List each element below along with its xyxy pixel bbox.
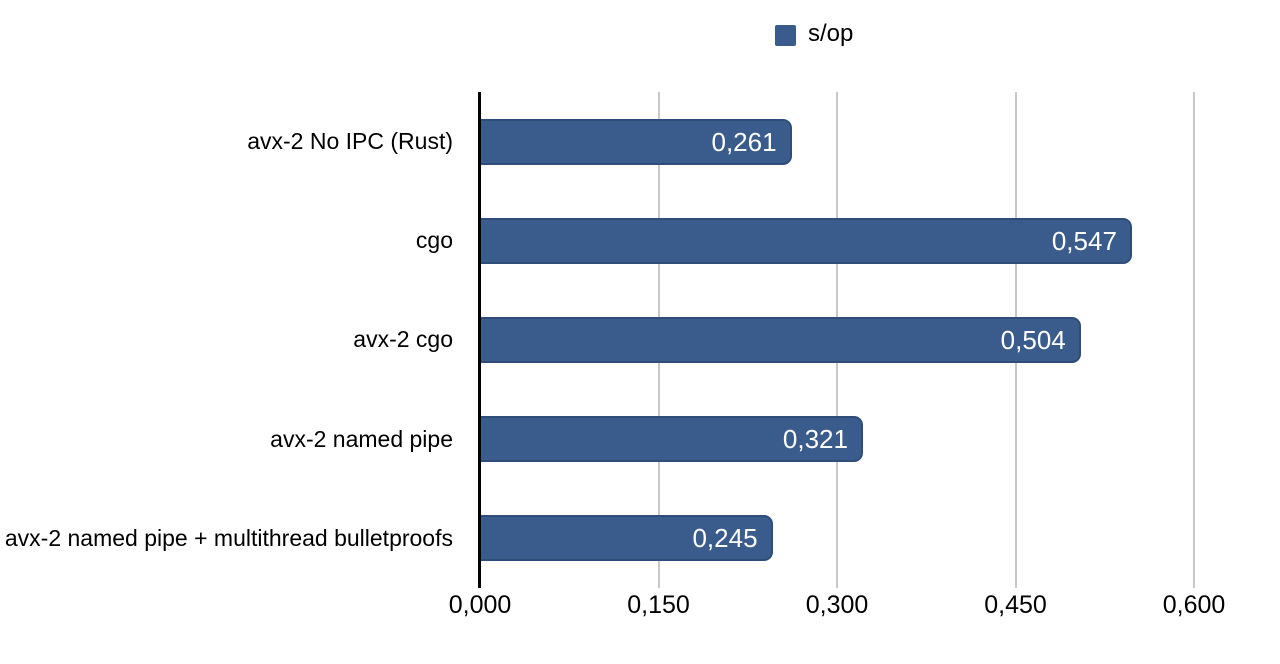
bar: 0,261 [481, 119, 792, 165]
x-tick-label: 0,600 [1163, 591, 1226, 620]
legend-series-label: s/op [808, 22, 853, 48]
bar-track: 0,504 [481, 290, 1195, 389]
x-tick-label: 0,150 [627, 591, 690, 620]
category-label: avx-2 cgo [0, 326, 466, 353]
plot-rows: avx-2 No IPC (Rust) 0,261 cgo 0,547 avx-2 cg… [0, 92, 1280, 588]
category-label: cgo [0, 227, 466, 254]
bar-track: 0,245 [481, 489, 1195, 588]
chart-row: avx-2 No IPC (Rust) 0,261 [0, 92, 1280, 191]
bar: 0,321 [481, 416, 863, 462]
chart-row: avx-2 named pipe 0,321 [0, 390, 1280, 489]
category-label: avx-2 No IPC (Rust) [0, 128, 466, 155]
bar-track: 0,547 [481, 191, 1195, 290]
chart-row: avx-2 named pipe + multithread bulletpro… [0, 489, 1280, 588]
bar-value-label: 0,547 [1052, 228, 1117, 254]
bar-track: 0,261 [481, 92, 1195, 191]
x-tick-label: 0,000 [449, 591, 512, 620]
bar: 0,504 [481, 317, 1081, 363]
legend: s/op [775, 22, 853, 48]
bar-chart: s/op avx-2 No IPC (Rust)0,261cgo0,547avx… [0, 0, 1280, 664]
category-label: avx-2 named pipe + multithread bulletpro… [0, 525, 466, 552]
bar-value-label: 0,245 [692, 525, 757, 551]
category-label: avx-2 named pipe [0, 426, 466, 453]
x-tick-label: 0,300 [806, 591, 869, 620]
legend-swatch-icon [775, 25, 796, 46]
chart-row: cgo 0,547 [0, 191, 1280, 290]
bar-value-label: 0,261 [712, 129, 777, 155]
x-axis: 0,0000,1500,3000,4500,600 [480, 591, 1194, 625]
bar-value-label: 0,321 [783, 426, 848, 452]
bar-track: 0,321 [481, 390, 1195, 489]
bar: 0,547 [481, 218, 1132, 264]
bar-value-label: 0,504 [1001, 327, 1066, 353]
bar: 0,245 [481, 515, 773, 561]
x-tick-label: 0,450 [984, 591, 1047, 620]
chart-row: avx-2 cgo 0,504 [0, 290, 1280, 389]
